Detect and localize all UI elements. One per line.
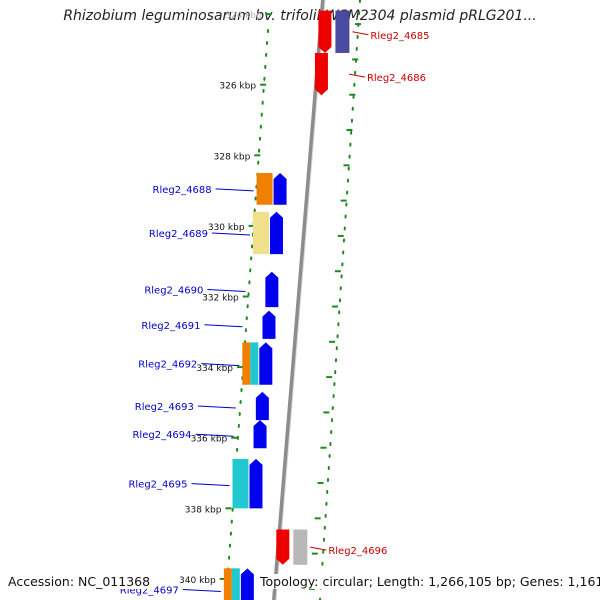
gene-label[interactable]: Rleg2_4692 xyxy=(138,360,197,371)
accession-label: Accession: NC_011368 xyxy=(8,574,151,589)
scale-tick-label: 332 kbp xyxy=(202,294,239,304)
gene-features[interactable] xyxy=(182,10,369,600)
gene-label[interactable]: Rleg2_4694 xyxy=(132,430,191,441)
gene-arrow[interactable] xyxy=(262,310,276,339)
topology-label: Topology: circular; Length: 1,266,105 bp… xyxy=(260,574,600,589)
label-leader xyxy=(352,31,369,36)
gene-arrow[interactable] xyxy=(249,458,263,509)
scale-tick-label: 324 kbp xyxy=(225,11,262,21)
gene-rleg2_4692[interactable] xyxy=(201,342,273,385)
outer-dotted-track-left xyxy=(225,29,269,600)
gene-label[interactable]: Rleg2_4696 xyxy=(328,546,387,557)
scale-tick: 334 kbp xyxy=(196,364,244,374)
gene-arrow[interactable] xyxy=(240,568,254,600)
gene-label[interactable]: Rleg2_4686 xyxy=(367,73,426,84)
label-leader xyxy=(211,232,250,236)
scale-tick-label: 334 kbp xyxy=(196,364,233,374)
scale-tick-label: 326 kbp xyxy=(219,82,256,92)
gene-label[interactable]: Rleg2_4693 xyxy=(135,402,194,413)
label-leader xyxy=(191,483,230,487)
backbone-highlight xyxy=(275,0,326,600)
label-leader xyxy=(197,405,236,409)
cog-block xyxy=(256,172,273,205)
gene-rleg2_4691[interactable] xyxy=(204,310,276,339)
gene-rleg2_4694[interactable] xyxy=(195,420,267,449)
minor-ticks-right xyxy=(308,23,362,590)
scale-tick: 340 kbp xyxy=(179,576,226,586)
scale-tick: 336 kbp xyxy=(191,435,238,445)
backbone-line xyxy=(272,0,325,600)
scale-tick-label: 336 kbp xyxy=(191,435,228,445)
label-leader xyxy=(215,188,254,192)
scale-tick-label: 330 kbp xyxy=(208,223,245,233)
gene-rleg2_4697[interactable] xyxy=(182,568,254,600)
gene-rleg2_4688[interactable] xyxy=(215,172,287,205)
scale-tick: 324 kbp xyxy=(225,11,272,21)
gene-rleg2_4686[interactable] xyxy=(314,52,366,96)
gene-rleg2_4696[interactable] xyxy=(276,529,327,565)
label-leader xyxy=(204,324,243,328)
cog-block xyxy=(252,211,269,255)
gene-arrow[interactable] xyxy=(265,271,279,308)
map-title: Rhizobium leguminosarum bv. trifolii WSM… xyxy=(63,8,537,24)
label-leader xyxy=(310,546,327,551)
gene-rleg2_4685[interactable] xyxy=(318,10,369,53)
label-leader xyxy=(182,589,221,593)
gene-label[interactable]: Rleg2_4688 xyxy=(153,185,212,196)
gene-arrow[interactable] xyxy=(269,211,283,255)
cog-block xyxy=(242,342,251,385)
scale-tick: 330 kbp xyxy=(208,223,255,233)
scale-tick-label: 328 kbp xyxy=(214,152,251,162)
scale-tick: 326 kbp xyxy=(219,82,267,92)
scale-tick-label: 338 kbp xyxy=(185,505,222,515)
scale-tick: 332 kbp xyxy=(202,294,249,304)
gene-arrow[interactable] xyxy=(318,10,332,53)
gene-arrow[interactable] xyxy=(273,172,287,205)
gene-rleg2_4695[interactable] xyxy=(191,458,263,509)
gene-arrow[interactable] xyxy=(255,391,269,421)
cog-block xyxy=(223,568,232,600)
label-leader xyxy=(201,363,240,367)
label-leader xyxy=(207,288,246,292)
scale-tick: 338 kbp xyxy=(185,505,232,515)
gene-label[interactable]: Rleg2_4685 xyxy=(370,31,429,42)
scale-tick-label: 340 kbp xyxy=(179,576,216,586)
label-leader xyxy=(195,433,234,437)
gene-label[interactable]: Rleg2_4697 xyxy=(120,586,179,597)
cog-block xyxy=(293,529,308,565)
gene-rleg2_4693[interactable] xyxy=(197,391,269,421)
cog-block xyxy=(335,10,350,53)
gene-label[interactable]: Rleg2_4695 xyxy=(128,480,187,491)
gene-rleg2_4690[interactable] xyxy=(207,271,279,308)
label-leader xyxy=(348,73,366,78)
scale-tick: 328 kbp xyxy=(214,152,261,162)
cog-block xyxy=(232,458,249,509)
gene-rleg2_4689[interactable] xyxy=(211,211,283,255)
gene-labels[interactable]: Rleg2_4685 Rleg2_4686 Rleg2_4688 Rleg2_4689… xyxy=(120,31,430,597)
scale-ticks: 324 kbp 326 kbp 328 kbp 330 kbp 332 kbp 334 k… xyxy=(179,11,362,590)
gene-arrow[interactable] xyxy=(314,52,328,96)
gene-label[interactable]: Rleg2_4690 xyxy=(144,285,203,296)
gene-arrow[interactable] xyxy=(259,342,273,385)
cog-block xyxy=(250,342,259,385)
cog-block xyxy=(231,568,240,600)
outer-dotted-track-right xyxy=(319,0,361,600)
gene-arrow[interactable] xyxy=(253,420,267,449)
gene-label[interactable]: Rleg2_4691 xyxy=(141,321,200,332)
gene-arrow[interactable] xyxy=(276,529,290,565)
gene-label[interactable]: Rleg2_4689 xyxy=(149,229,208,240)
